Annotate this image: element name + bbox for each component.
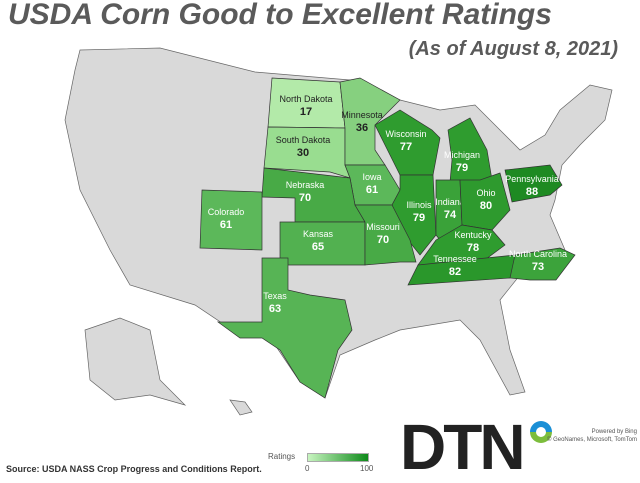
state-name: Michigan bbox=[444, 150, 480, 160]
state-rating: 36 bbox=[356, 122, 368, 134]
map-title: USDA Corn Good to Excellent Ratings bbox=[8, 0, 552, 31]
legend-min: 0 bbox=[305, 464, 310, 473]
state-name: Iowa bbox=[362, 172, 381, 182]
hawaii bbox=[229, 399, 253, 416]
state-pennsylvania: Pennsylvania 88 bbox=[504, 164, 563, 203]
attribution-bing: Powered by Bing bbox=[591, 429, 637, 435]
state-rating: 61 bbox=[220, 219, 232, 231]
state-kansas: Kansas 65 bbox=[279, 221, 366, 266]
state-name: Kentucky bbox=[454, 230, 492, 240]
state-rating: 70 bbox=[377, 234, 389, 246]
state-rating: 74 bbox=[444, 209, 457, 221]
state-shape bbox=[354, 204, 417, 266]
state-name: Tennessee bbox=[433, 254, 477, 264]
state-rating: 82 bbox=[449, 266, 461, 278]
state-colorado: Colorado 61 bbox=[199, 189, 263, 251]
state-rating: 30 bbox=[297, 147, 309, 159]
state-shape bbox=[509, 247, 576, 281]
state-shape bbox=[339, 77, 401, 166]
state-name: Indiana bbox=[435, 197, 465, 207]
map-subtitle: (As of August 8, 2021) bbox=[408, 38, 618, 60]
state-rating: 65 bbox=[312, 241, 324, 253]
legend-max: 100 bbox=[360, 464, 374, 473]
state-shape bbox=[216, 257, 353, 399]
state-rating: 61 bbox=[366, 184, 378, 196]
state-rating: 70 bbox=[299, 192, 311, 204]
state-shape bbox=[199, 189, 263, 251]
state-name: Pennsylvania bbox=[505, 174, 559, 184]
state-illinois: Illinois 79 bbox=[391, 174, 437, 256]
state-name: Missouri bbox=[366, 222, 400, 232]
state-tennessee: Tennessee 82 bbox=[407, 254, 542, 286]
state-rating: 63 bbox=[269, 303, 281, 315]
state-rating: 88 bbox=[526, 186, 538, 198]
state-iowa: Iowa 61 bbox=[344, 164, 401, 206]
alaska bbox=[84, 317, 187, 406]
state-name: Wisconsin bbox=[385, 129, 426, 139]
state-shape bbox=[374, 109, 441, 176]
state-indiana: Indiana 74 bbox=[435, 179, 465, 241]
legend-title: Ratings bbox=[268, 452, 296, 461]
state-name: North Dakota bbox=[279, 94, 332, 104]
state-south-dakota: South Dakota 30 bbox=[263, 126, 351, 179]
state-name: Colorado bbox=[208, 207, 245, 217]
state-minnesota: Minnesota 36 bbox=[339, 77, 401, 166]
state-missouri: Missouri 70 bbox=[354, 204, 417, 266]
state-name: Texas bbox=[263, 291, 287, 301]
attribution-data: © GeoNames, Microsoft, TomTom bbox=[547, 437, 637, 443]
state-rating: 17 bbox=[300, 106, 312, 118]
state-wisconsin: Wisconsin 77 bbox=[374, 109, 441, 176]
state-name: Minnesota bbox=[341, 110, 383, 120]
state-shape bbox=[391, 174, 437, 256]
state-texas: Texas 63 bbox=[216, 257, 353, 399]
state-shape bbox=[504, 164, 563, 203]
state-name: North Carolina bbox=[509, 249, 567, 259]
state-name: South Dakota bbox=[276, 135, 331, 145]
state-rating: 80 bbox=[480, 200, 492, 212]
legend-color-scale bbox=[307, 453, 369, 462]
state-name: Nebraska bbox=[286, 180, 325, 190]
state-ohio: Ohio 80 bbox=[459, 172, 511, 231]
state-name: Illinois bbox=[406, 200, 432, 210]
state-name: Kansas bbox=[303, 229, 334, 239]
state-rating: 79 bbox=[413, 212, 425, 224]
state-north-carolina: North Carolina 73 bbox=[509, 247, 576, 281]
state-nebraska: Nebraska 70 bbox=[261, 167, 366, 223]
state-rating: 78 bbox=[467, 242, 479, 254]
state-rating: 73 bbox=[532, 261, 544, 273]
logo-text: DTN bbox=[400, 411, 526, 483]
state-north-dakota: North Dakota 17 bbox=[267, 77, 346, 129]
state-name: Ohio bbox=[476, 188, 495, 198]
source-note: Source: USDA NASS Crop Progress and Cond… bbox=[6, 464, 262, 474]
state-rating: 77 bbox=[400, 141, 412, 153]
state-rating: 79 bbox=[456, 162, 468, 174]
dtn-logo: DTN bbox=[400, 415, 526, 479]
